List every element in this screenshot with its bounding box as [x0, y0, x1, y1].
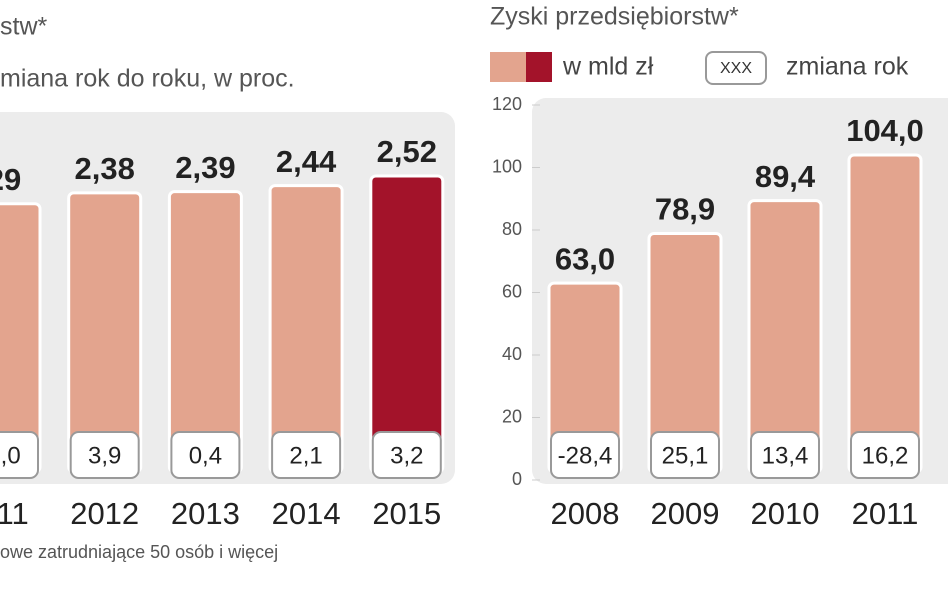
change-label: 2,1 — [289, 442, 322, 469]
value-label: 63,0 — [555, 241, 615, 276]
change-label: 3,2 — [390, 442, 423, 469]
legend-swatch — [490, 52, 526, 82]
change-box — [850, 431, 920, 479]
value-label: 2,52 — [377, 134, 437, 169]
plot-panel — [532, 98, 948, 484]
change-box — [69, 431, 140, 479]
value-label: 2,38 — [75, 151, 135, 186]
value-label: 78,9 — [655, 192, 715, 227]
y-tick-label: 120 — [492, 94, 522, 114]
bar — [369, 174, 445, 474]
bar — [847, 153, 923, 474]
value-label: 2,39 — [175, 150, 235, 185]
x-tick-label: 011 — [0, 496, 29, 531]
y-tick-label: 0 — [512, 469, 522, 489]
value-label: 29 — [0, 162, 21, 197]
change-box — [0, 431, 39, 479]
change-label: 16,2 — [862, 442, 909, 469]
change-box — [650, 431, 720, 479]
change-label: -28,4 — [558, 442, 613, 469]
legend-box — [705, 51, 767, 85]
change-label: 3,9 — [88, 442, 121, 469]
x-tick-label: 2011 — [852, 496, 919, 531]
x-tick-label: 2010 — [751, 496, 820, 531]
change-box — [371, 431, 442, 479]
legend-label: w mld zł — [562, 53, 654, 81]
legend-swatch — [526, 52, 552, 82]
change-box — [271, 431, 342, 479]
change-label: 0,4 — [189, 442, 222, 469]
y-tick-label: 80 — [502, 219, 522, 239]
change-label: 3,0 — [0, 442, 21, 469]
x-tick-label: 2012 — [70, 496, 139, 531]
value-label: 2,44 — [276, 144, 337, 179]
y-tick-label: 40 — [502, 344, 522, 364]
legend-label: zmiana rok — [786, 53, 909, 81]
x-tick-label: 2008 — [551, 496, 620, 531]
chart-subtitle: miana rok do roku, w proc. — [0, 65, 295, 93]
chart-title: stw* — [0, 13, 48, 41]
x-tick-label: 2015 — [372, 496, 441, 531]
x-tick-label: 2009 — [651, 496, 720, 531]
change-label: 13,4 — [762, 442, 809, 469]
y-tick-label: 100 — [492, 156, 522, 176]
bar — [268, 184, 344, 474]
x-tick-label: 2013 — [171, 496, 240, 531]
bar — [167, 190, 243, 474]
value-label: 89,4 — [755, 159, 816, 194]
y-tick-label: 20 — [502, 406, 522, 426]
legend-sample: XXX — [720, 60, 752, 77]
chart-title: Zyski przedsiębiorstw* — [490, 3, 739, 31]
value-label: 104,0 — [846, 113, 924, 148]
bar — [67, 191, 143, 474]
change-box — [750, 431, 820, 479]
footnote: owe zatrudniające 50 osób i więcej — [0, 542, 278, 562]
y-tick-label: 60 — [502, 281, 522, 301]
change-box — [170, 431, 241, 479]
change-box — [550, 431, 620, 479]
x-tick-label: 2014 — [272, 496, 341, 531]
change-label: 25,1 — [662, 442, 709, 469]
